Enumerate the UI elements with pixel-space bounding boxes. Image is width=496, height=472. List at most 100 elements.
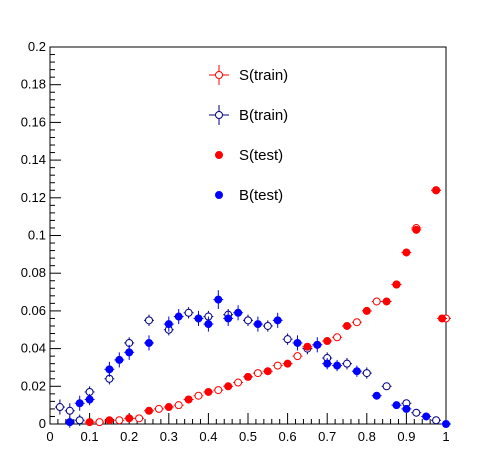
data-point (412, 225, 421, 234)
data-point (442, 420, 450, 428)
legend-item: B(test) (215, 187, 283, 204)
data-point (422, 412, 431, 421)
data-point (432, 416, 441, 425)
data-point (145, 338, 153, 347)
data-point (145, 406, 153, 415)
data-point (352, 318, 361, 327)
x-tick-label: 0.1 (81, 429, 99, 444)
data-point (125, 348, 134, 357)
legend-marker (215, 191, 223, 199)
legend-item: S(train) (209, 65, 288, 85)
data-point (105, 365, 114, 374)
data-point (333, 361, 342, 370)
data-point (293, 338, 302, 347)
x-tick-label: 1 (442, 429, 449, 444)
legend-label: B(test) (239, 187, 283, 204)
data-point (174, 312, 183, 321)
data-point (352, 367, 361, 376)
data-point (75, 399, 84, 408)
data-point (194, 314, 203, 323)
legend-item: B(train) (209, 105, 288, 125)
data-point (184, 308, 193, 317)
data-point (65, 406, 74, 415)
y-tick-label: 0.02 (21, 378, 46, 393)
data-point (323, 337, 332, 346)
y-tick-label: 0.12 (21, 190, 46, 205)
x-axis: 0 0.1 0.2 0.3 0.4 0.5 0.6 0.7 0.8 0.9 1 (46, 413, 450, 444)
y-tick-label: 0.14 (21, 152, 46, 167)
y-tick-label: 0.16 (21, 114, 46, 129)
data-point (214, 295, 223, 304)
y-tick-label: 0.08 (21, 265, 46, 280)
y-tick-label: 0 (39, 416, 46, 431)
data-point (65, 418, 74, 427)
data-point (85, 418, 94, 427)
data-point (382, 382, 391, 391)
y-tick-label: 0.18 (21, 77, 46, 92)
data-point (402, 404, 411, 413)
data-point (244, 316, 252, 325)
x-tick-label: 0.9 (397, 429, 415, 444)
x-tick-label: 0.5 (239, 429, 257, 444)
data-point (145, 316, 153, 325)
data-point (343, 359, 351, 368)
x-tick-label: 0.3 (160, 429, 178, 444)
data-point (283, 359, 292, 368)
data-point (115, 355, 124, 364)
legend-label: S(test) (239, 147, 283, 164)
data-point (372, 391, 381, 400)
data-point (184, 395, 193, 404)
data-point (372, 297, 381, 306)
data-point (224, 314, 233, 323)
data-point (125, 414, 134, 423)
x-tick-label: 0 (46, 429, 53, 444)
data-point (194, 391, 203, 400)
legend-marker (215, 151, 223, 159)
data-point (204, 320, 213, 329)
data-point (253, 369, 262, 378)
data-point (402, 248, 411, 257)
series-layer (54, 186, 451, 428)
series-b-test- (64, 290, 451, 428)
series-s-test- (84, 186, 447, 427)
data-point (154, 404, 163, 413)
legend-marker (215, 111, 223, 119)
data-point (283, 335, 292, 344)
data-point (135, 414, 144, 423)
data-point (263, 321, 272, 330)
legend-label: S(train) (239, 67, 288, 84)
data-point (253, 320, 262, 329)
data-point (75, 416, 84, 425)
data-point (174, 401, 183, 410)
data-point (244, 372, 252, 381)
data-point (333, 333, 342, 342)
data-point (313, 340, 322, 349)
data-point (293, 352, 302, 361)
y-axis: 0 0.02 0.04 0.06 0.08 0.1 0.12 0.14 0.16 0.18 0.2 (21, 39, 61, 431)
data-point (432, 186, 441, 195)
data-point (273, 361, 282, 370)
data-point (362, 306, 371, 315)
x-tick-label: 0.2 (120, 429, 138, 444)
data-point (263, 367, 272, 376)
data-point (412, 408, 421, 417)
data-point (382, 297, 391, 306)
x-tick-label: 0.4 (199, 429, 217, 444)
data-point (234, 308, 243, 317)
data-point (362, 369, 371, 378)
data-point (438, 314, 447, 323)
data-point (164, 403, 173, 412)
data-point (392, 401, 401, 410)
data-point (343, 321, 351, 330)
legend-item: S(test) (215, 147, 283, 164)
legend: S(train) B(train) S(test) B(test) (209, 65, 288, 204)
data-point (95, 418, 104, 427)
y-tick-label: 0.1 (28, 228, 46, 243)
data-point (85, 395, 94, 404)
y-tick-label: 0.04 (21, 341, 46, 356)
data-point (234, 378, 243, 387)
data-point (214, 386, 223, 395)
data-point (224, 382, 233, 391)
